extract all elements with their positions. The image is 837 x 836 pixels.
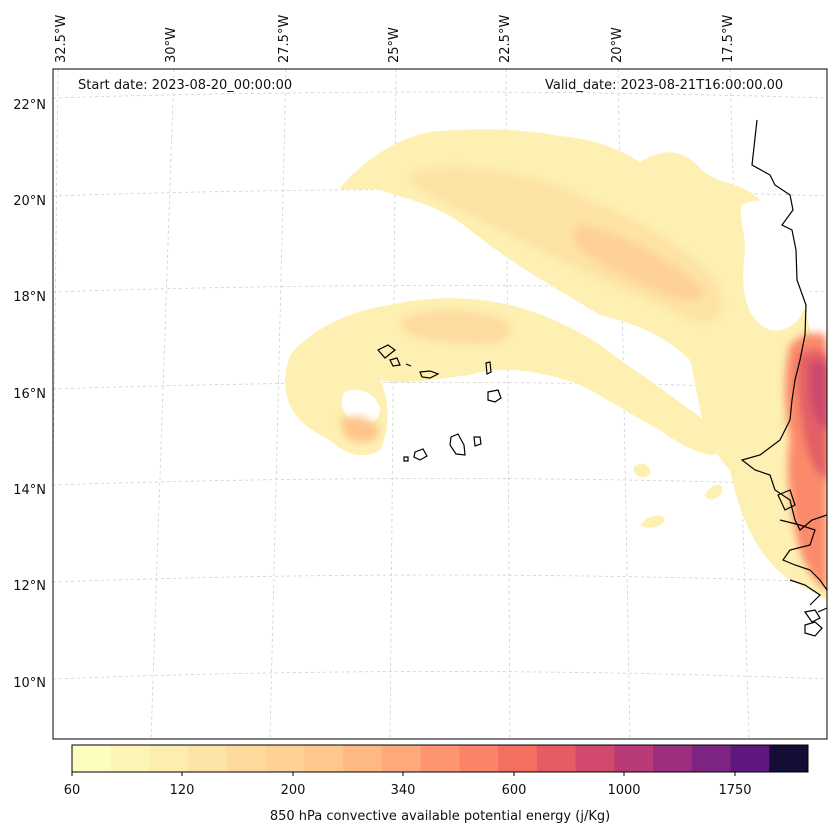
lon-tick: 22.5°W xyxy=(498,14,513,63)
lat-tick: 12°N xyxy=(13,579,46,594)
colorbar-segment xyxy=(304,745,344,772)
colorbar-segment xyxy=(614,745,654,772)
lat-tick: 18°N xyxy=(13,290,46,305)
colorbar-segment xyxy=(149,745,189,772)
colorbar-tick: 1750 xyxy=(718,783,752,798)
cape-band-north xyxy=(340,129,827,600)
lat-tick: 20°N xyxy=(13,194,46,209)
lon-tick: 27.5°W xyxy=(277,14,292,63)
colorbar-segment xyxy=(72,745,112,772)
colorbar-segment xyxy=(459,745,499,772)
lat-tick: 16°N xyxy=(13,387,46,402)
lon-tick: 20°W xyxy=(610,27,625,63)
colorbar-segment xyxy=(420,745,460,772)
colorbar-tick: 60 xyxy=(63,783,81,798)
cape-shading xyxy=(285,129,827,600)
lon-tick: 32.5°W xyxy=(54,14,69,63)
lat-tick: 10°N xyxy=(13,676,46,691)
colorbar-tick: 1000 xyxy=(607,783,641,798)
lon-tick: 25°W xyxy=(387,27,402,63)
colorbar-segment xyxy=(730,745,770,772)
colorbar-segment xyxy=(381,745,422,772)
colorbar-segment xyxy=(691,745,732,772)
lat-tick: 14°N xyxy=(13,483,46,498)
colorbar-segment xyxy=(226,745,267,772)
lat-tick: 22°N xyxy=(13,98,46,113)
colorbar-segment xyxy=(536,745,577,772)
cape-band-south xyxy=(285,298,719,456)
colorbar-segment xyxy=(498,745,538,772)
lon-tick: 17.5°W xyxy=(721,14,736,63)
cape-verde-islands xyxy=(377,344,502,462)
colorbar-segment xyxy=(110,745,150,772)
colorbar-segment xyxy=(188,745,228,772)
lon-tick: 30°W xyxy=(164,27,179,63)
colorbar-segment xyxy=(265,745,305,772)
colorbar xyxy=(71,744,809,776)
colorbar-frame xyxy=(71,744,809,773)
colorbar-label: 850 hPa convective available potential e… xyxy=(269,809,611,824)
colorbar-tick: 200 xyxy=(280,783,306,798)
colorbar-tick: 340 xyxy=(390,783,416,798)
coastline xyxy=(740,119,827,637)
colorbar-tick: 600 xyxy=(501,783,527,798)
graticule xyxy=(53,69,827,739)
colorbar-tick: 120 xyxy=(169,783,195,798)
map-frame xyxy=(52,68,828,740)
start-date-label: Start date: 2023-08-20_00:00:00 xyxy=(78,78,293,93)
colorbar-segment xyxy=(769,745,809,772)
colorbar-segment xyxy=(575,745,615,772)
colorbar-segment xyxy=(343,745,383,772)
colorbar-segment xyxy=(653,745,693,772)
valid-date-label: Valid_date: 2023-08-21T16:00:00.00 xyxy=(545,78,784,93)
